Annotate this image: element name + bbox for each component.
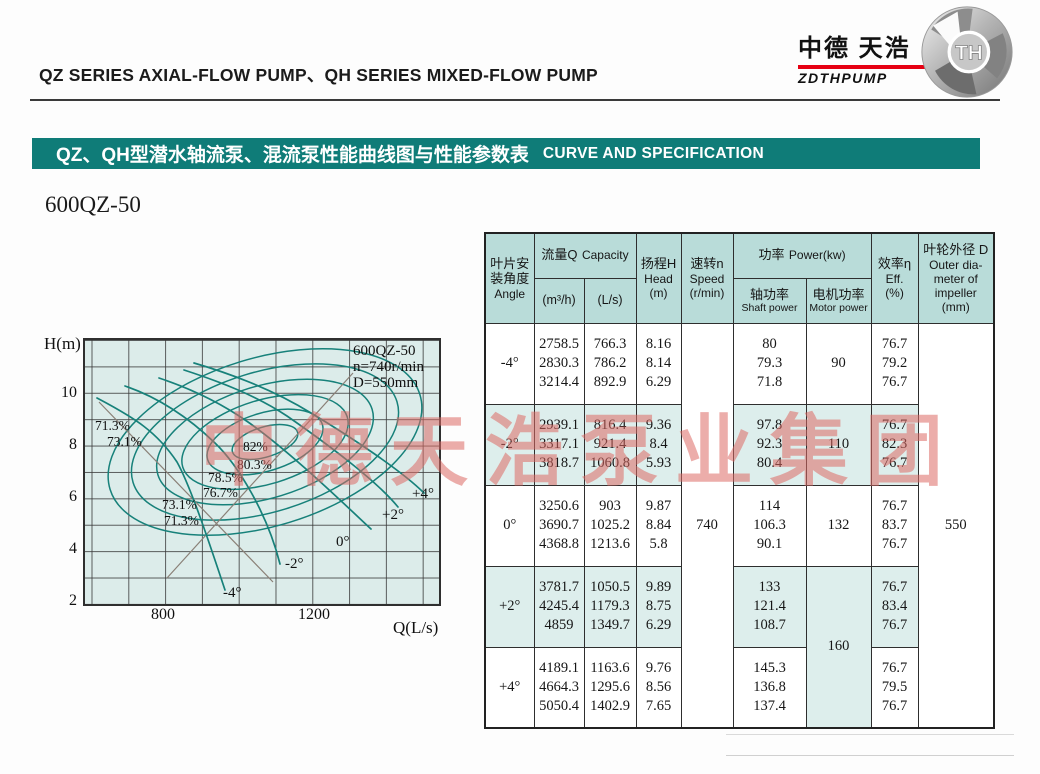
col-header-ls: (L/s)	[583, 277, 637, 324]
emblem-th-monogram: TH	[955, 42, 983, 65]
angle-cell: -4°	[484, 322, 535, 405]
table-row: 0° 3250.6 3690.7 4368.8 903 1025.2 1213.6 9.87 8…	[484, 484, 994, 567]
eff-label: 71.3%	[95, 418, 130, 433]
shaft-power-cell: 145.3 136.8 137.4	[732, 646, 807, 729]
banner-chinese-title: QZ、QH型潜水轴流泵、混流泵性能曲线图与性能参数表	[56, 145, 529, 166]
angle-cell: -2°	[484, 403, 535, 486]
eff-label: 80.3%	[237, 457, 272, 472]
head-cell: 9.36 8.4 5.93	[635, 403, 682, 486]
eff-cell: 76.7 79.5 76.7	[870, 646, 919, 729]
brand-logo: 中德 天浩 ZDTHPUMP	[798, 28, 936, 86]
col-header-m3h: (m³/h)	[533, 277, 585, 324]
col-header-power: 功率 Power(kw)	[732, 232, 872, 279]
head-cell: 8.16 8.14 6.29	[635, 322, 682, 405]
y-tick: 2	[69, 592, 77, 609]
logo-english-text: ZDTHPUMP	[798, 70, 888, 86]
table-row: -4° 2758.5 2830.3 3214.4 766.3 786.2 892.9 8.16…	[484, 322, 995, 729]
capacity-ls-cell: 1050.5 1179.3 1349.7	[583, 565, 637, 648]
chart-annotation: 600QZ-50 n=740r/min D=550mm	[353, 343, 424, 391]
col-header-speed: 速转n Speed (r/min)	[680, 232, 734, 324]
y-axis-label: H(m)	[44, 334, 81, 353]
angle-cell: +2°	[484, 565, 535, 648]
capacity-ls-cell: 1163.6 1295.6 1402.9	[583, 646, 637, 729]
table-row: +2° 3781.7 4245.4 4859 1050.5 1179.3 1349.7 9.8…	[484, 565, 994, 729]
col-header-shaft-power: 轴功率 Shaft power	[732, 277, 807, 324]
eff-label: 73.1%	[162, 497, 197, 512]
logo-chinese-text: 中德 天浩	[798, 35, 911, 62]
capacity-m3h-cell: 2758.5 2830.3 3214.4	[533, 322, 585, 405]
x-tick: 800	[151, 606, 175, 623]
y-tick: 10	[61, 384, 77, 401]
curve-minus2deg	[124, 385, 281, 565]
col-header-angle: 叶片安 装角度 Angle	[484, 232, 535, 324]
shaft-power-cell: 114 106.3 90.1	[732, 484, 807, 567]
head-cell: 9.87 8.84 5.8	[635, 484, 682, 567]
capacity-ls-cell: 766.3 786.2 892.9	[583, 322, 637, 405]
x-axis-label: Q(L/s)	[393, 618, 439, 637]
specification-table: 叶片安 装角度 Angle 流量Q Capacity 扬程H Head (m) 速…	[484, 232, 996, 729]
shaft-power-cell: 133 121.4 108.7	[732, 565, 807, 648]
y-tick: 6	[69, 488, 77, 505]
capacity-m3h-cell: 2939.1 3317.1 3818.7	[533, 403, 585, 486]
col-header-head: 扬程H Head (m)	[635, 232, 682, 324]
eff-label: 78.5%	[208, 470, 243, 485]
col-header-motor-power: 电机功率 Motor power	[805, 277, 872, 324]
motor-power-cell: 110	[805, 403, 872, 486]
curve-minus4deg	[96, 397, 226, 591]
banner-english-title: CURVE AND SPECIFICATION	[542, 144, 764, 162]
curve-canvas	[96, 347, 425, 591]
angle-curve-label: 0°	[336, 534, 350, 550]
col-header-eff: 效率η Eff. (%)	[870, 232, 919, 324]
angle-curve-label: -4°	[223, 585, 242, 601]
angle-curve-label: +4°	[412, 486, 434, 502]
head-cell: 9.76 8.56 7.65	[635, 646, 682, 729]
capacity-m3h-cell: 4189.1 4664.3 5050.4	[533, 646, 585, 729]
curve-plus2deg	[183, 369, 399, 508]
shaft-power-cell: 80 79.3 71.8	[732, 322, 807, 405]
eff-cell: 76.7 79.2 76.7	[870, 322, 919, 405]
angle-curve-label: +2°	[382, 507, 404, 523]
capacity-m3h-cell: 3781.7 4245.4 4859	[533, 565, 585, 648]
spec-table-body: -4° 2758.5 2830.3 3214.4 766.3 786.2 892.9 8.16…	[484, 322, 995, 729]
eff-label: 73.1%	[107, 434, 142, 449]
motor-power-cell: 132	[805, 484, 872, 567]
motor-power-cell: 90	[805, 322, 872, 405]
x-tick: 1200	[298, 606, 330, 623]
brand-emblem-icon: TH	[920, 5, 1014, 104]
col-header-outer-diameter: 叶轮外径 D Outer dia-meter of impeller (mm)	[917, 232, 995, 324]
outer-diameter-cell: 550	[917, 322, 995, 729]
capacity-m3h-cell: 3250.6 3690.7 4368.8	[533, 484, 585, 567]
table-row: +4° 4189.1 4664.3 5050.4 1163.6 1295.6 1402.9 9…	[484, 646, 994, 729]
motor-power-cell: 160	[805, 565, 872, 729]
y-tick: 8	[69, 436, 77, 453]
performance-curve-chart: 600QZ-50 n=740r/min D=550mm 71.3% 73.1% 82…	[83, 338, 441, 606]
shaft-power-cell: 97.8 92.3 80.4	[732, 403, 807, 486]
capacity-ls-cell: 816.4 921.4 1060.8	[583, 403, 637, 486]
y-tick: 4	[69, 540, 77, 557]
curve-plus4deg	[193, 362, 425, 494]
page-title: QZ SERIES AXIAL-FLOW PUMP、QH SERIES MIXE…	[39, 65, 598, 85]
col-header-capacity: 流量Q Capacity	[533, 232, 637, 279]
curve-0deg	[158, 377, 372, 530]
eff-label: 76.7%	[203, 485, 238, 500]
header-divider	[30, 99, 1000, 101]
pump-model-label: 600QZ-50	[45, 192, 141, 217]
capacity-ls-cell: 903 1025.2 1213.6	[583, 484, 637, 567]
angle-curve-label: -2°	[285, 556, 304, 572]
section-banner: QZ、QH型潜水轴流泵、混流泵性能曲线图与性能参数表 CURVE AND SPE…	[32, 138, 980, 169]
eff-cell: 76.7 82.3 76.7	[870, 403, 919, 486]
angle-cell: 0°	[484, 484, 535, 567]
head-cell: 9.89 8.75 6.29	[635, 565, 682, 648]
eff-cell: 76.7 83.7 76.7	[870, 484, 919, 567]
eff-label: 82%	[243, 439, 268, 454]
eff-label: 71.3%	[164, 513, 199, 528]
speed-cell: 740	[680, 322, 734, 729]
eff-cell: 76.7 83.4 76.7	[870, 565, 919, 648]
page-bottom-artifact	[726, 734, 1014, 756]
table-row: -2° 2939.1 3317.1 3818.7 816.4 921.4 1060.8 9.3…	[484, 403, 994, 486]
logo-red-underline	[798, 65, 930, 69]
angle-cell: +4°	[484, 646, 535, 729]
